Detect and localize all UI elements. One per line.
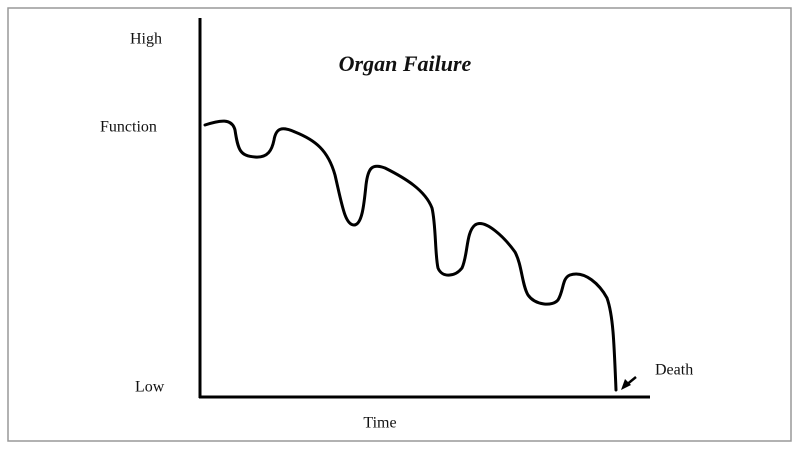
death-annotation: Death bbox=[655, 362, 693, 379]
y-middle-label: Function bbox=[100, 119, 157, 136]
frame bbox=[7, 7, 792, 442]
y-bottom-label: Low bbox=[135, 379, 165, 396]
x-axis-label: Time bbox=[363, 415, 396, 432]
function-curve bbox=[203, 119, 618, 392]
arrow-head bbox=[621, 379, 631, 390]
y-top-label: High bbox=[130, 31, 162, 48]
diagram-title: Organ Failure bbox=[339, 51, 472, 76]
